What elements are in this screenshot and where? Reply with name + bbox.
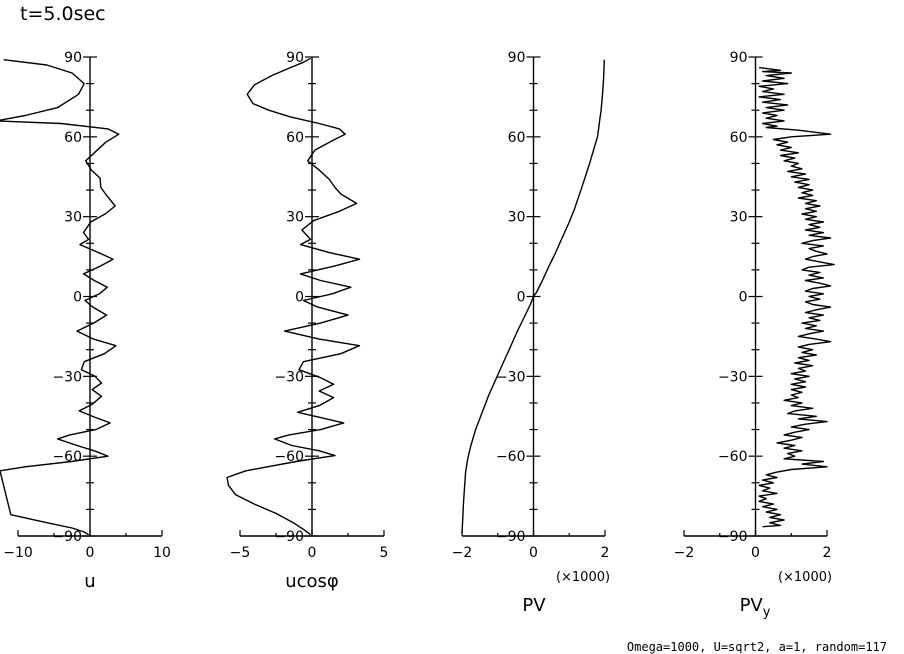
y-tick-label: 60 (286, 130, 304, 146)
series-line-pv (461, 59, 605, 534)
y-tick-label: 90 (64, 50, 82, 66)
panel-pv: 90 60 30 0 −30 −60 −90 −2 0 2 (×1000) PV (452, 50, 610, 616)
series-line-u (0, 59, 120, 536)
y-tick-label: −30 (52, 369, 82, 385)
x-axis-label: ucosφ (285, 571, 339, 592)
x-tick-label: 0 (308, 545, 317, 561)
x-tick-label: 2 (823, 545, 832, 561)
y-tick-label: 30 (64, 210, 82, 226)
y-tick-label: −90 (718, 529, 748, 545)
series-line-pvy (758, 66, 835, 528)
x-axis-label: PV (522, 595, 546, 616)
x-tick-label: 0 (529, 545, 538, 561)
y-tick-label: −30 (274, 369, 304, 385)
y-tick-label: −90 (274, 529, 304, 545)
x-tick-label: −5 (230, 545, 251, 561)
y-tick-label: 30 (286, 210, 304, 226)
x-tick-label: 5 (380, 545, 389, 561)
y-tick-label: 0 (73, 290, 82, 306)
y-tick-label: −30 (496, 369, 526, 385)
x-tick-label: 0 (751, 545, 760, 561)
x-tick-label: −10 (3, 545, 33, 561)
y-tick-label: −90 (52, 529, 82, 545)
y-tick-label: −60 (496, 449, 526, 465)
y-tick-label: 90 (730, 50, 748, 66)
y-tick-label: 90 (508, 50, 526, 66)
y-tick-label: 30 (508, 210, 526, 226)
x-tick-label: 10 (153, 545, 171, 561)
y-tick-label: −60 (718, 449, 748, 465)
x-tick-label: −2 (674, 545, 695, 561)
y-tick-label: 60 (64, 130, 82, 146)
y-tick-label: 60 (508, 130, 526, 146)
x-tick-label: 0 (86, 545, 95, 561)
panel-pvy: 90 60 30 0 −30 −60 −90 −2 0 2 (×1000) PVy (674, 50, 835, 620)
parameter-footer: Omega=1000, U=sqrt2, a=1, random=117 (627, 640, 887, 654)
y-tick-label: −90 (496, 529, 526, 545)
x-tick-label: −2 (452, 545, 473, 561)
x-multiplier-label: (×1000) (778, 570, 832, 585)
x-multiplier-label: (×1000) (556, 570, 610, 585)
series-line-ucos (226, 57, 361, 536)
y-tick-label: −30 (718, 369, 748, 385)
figure-title: t=5.0sec (20, 3, 106, 25)
x-axis-label-subscript: y (763, 605, 771, 620)
x-tick-label: 2 (601, 545, 610, 561)
y-tick-label: 30 (730, 210, 748, 226)
x-axis-label: u (84, 571, 95, 592)
y-tick-label: 0 (295, 290, 304, 306)
y-tick-label: 0 (739, 290, 748, 306)
y-tick-label: 60 (730, 130, 748, 146)
y-tick-label: 0 (517, 290, 526, 306)
y-tick-label: 90 (286, 50, 304, 66)
x-axis-label: PVy (740, 595, 771, 620)
panels-group: 90 60 30 0 −30 −60 −90 −10 0 10 u 90 60 30 0 −30 −60 −90 −… (0, 50, 835, 620)
